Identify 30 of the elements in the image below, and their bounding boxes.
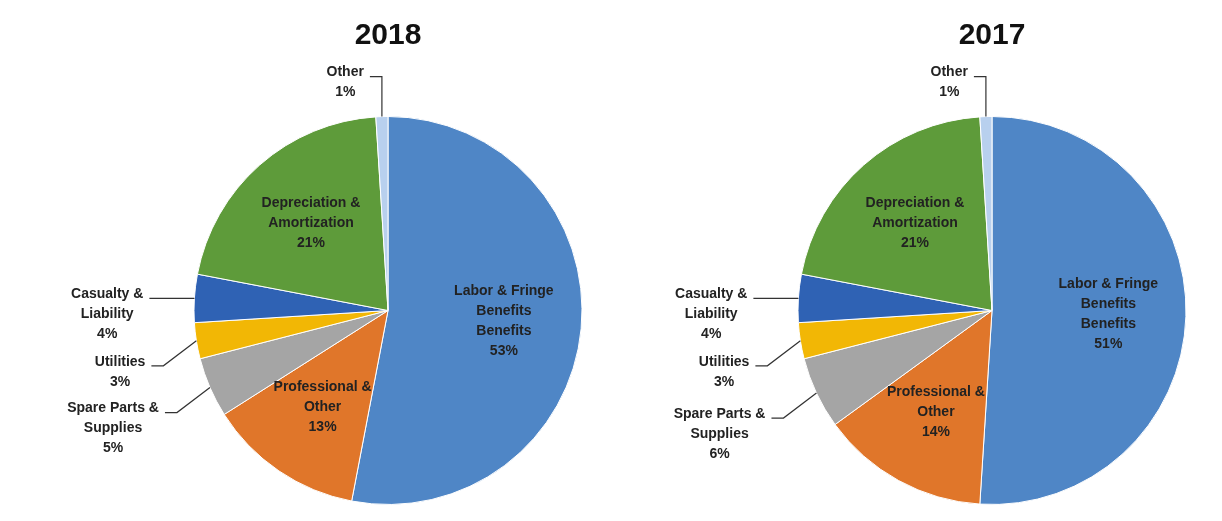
data-label: 5% (102, 439, 124, 456)
slice-label: Utilities (698, 352, 750, 369)
slice-label: Utilities (94, 352, 146, 369)
slice-label: Spare Parts & Supplies (67, 399, 159, 436)
data-label: 1% (335, 83, 356, 100)
slice-label: Spare Parts & Supplies (673, 404, 766, 441)
slice-label: Casualty & Liability (71, 285, 144, 322)
slice-label: Casualty & Liability (675, 285, 748, 322)
slice-label: Labor & Fringe Benefits Benefits (1058, 275, 1159, 332)
data-label: 14% (921, 423, 951, 440)
data-label: 51% (1094, 335, 1123, 352)
slice-label: Depreciation & Amortization (865, 194, 965, 231)
slice-label: Labor & Fringe Benefits Benefits (454, 282, 554, 339)
chart-title: 2018 (354, 17, 422, 51)
data-label: 53% (489, 342, 519, 359)
chart-title: 2017 (958, 17, 1026, 51)
data-label: 13% (308, 417, 338, 434)
data-label: 3% (713, 372, 735, 389)
slice-label: Depreciation & Amortization (261, 194, 361, 231)
data-label: 6% (709, 444, 731, 461)
data-label: 4% (701, 325, 722, 342)
data-label: 21% (297, 234, 326, 251)
slice-label: Professional & Other (273, 377, 372, 414)
data-label: 3% (109, 372, 131, 389)
slice-label: Professional & Other (886, 383, 985, 420)
data-label: 1% (939, 83, 960, 100)
data-label: 4% (97, 325, 118, 342)
data-label: 21% (901, 234, 930, 251)
slice-label: Other (930, 63, 969, 80)
slice-label: Other (326, 63, 365, 80)
